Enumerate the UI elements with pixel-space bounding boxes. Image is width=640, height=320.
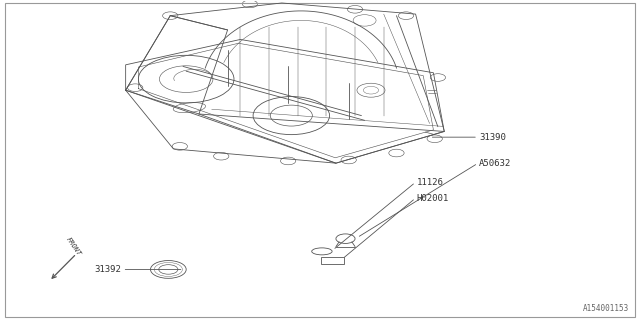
Text: A50632: A50632 (479, 159, 511, 168)
Text: FRONT: FRONT (65, 236, 82, 257)
Text: H02001: H02001 (417, 194, 449, 203)
Text: A154001153: A154001153 (583, 304, 629, 313)
Text: 31390: 31390 (479, 133, 506, 142)
Text: 31392: 31392 (94, 265, 121, 274)
Text: 11126: 11126 (417, 178, 444, 187)
